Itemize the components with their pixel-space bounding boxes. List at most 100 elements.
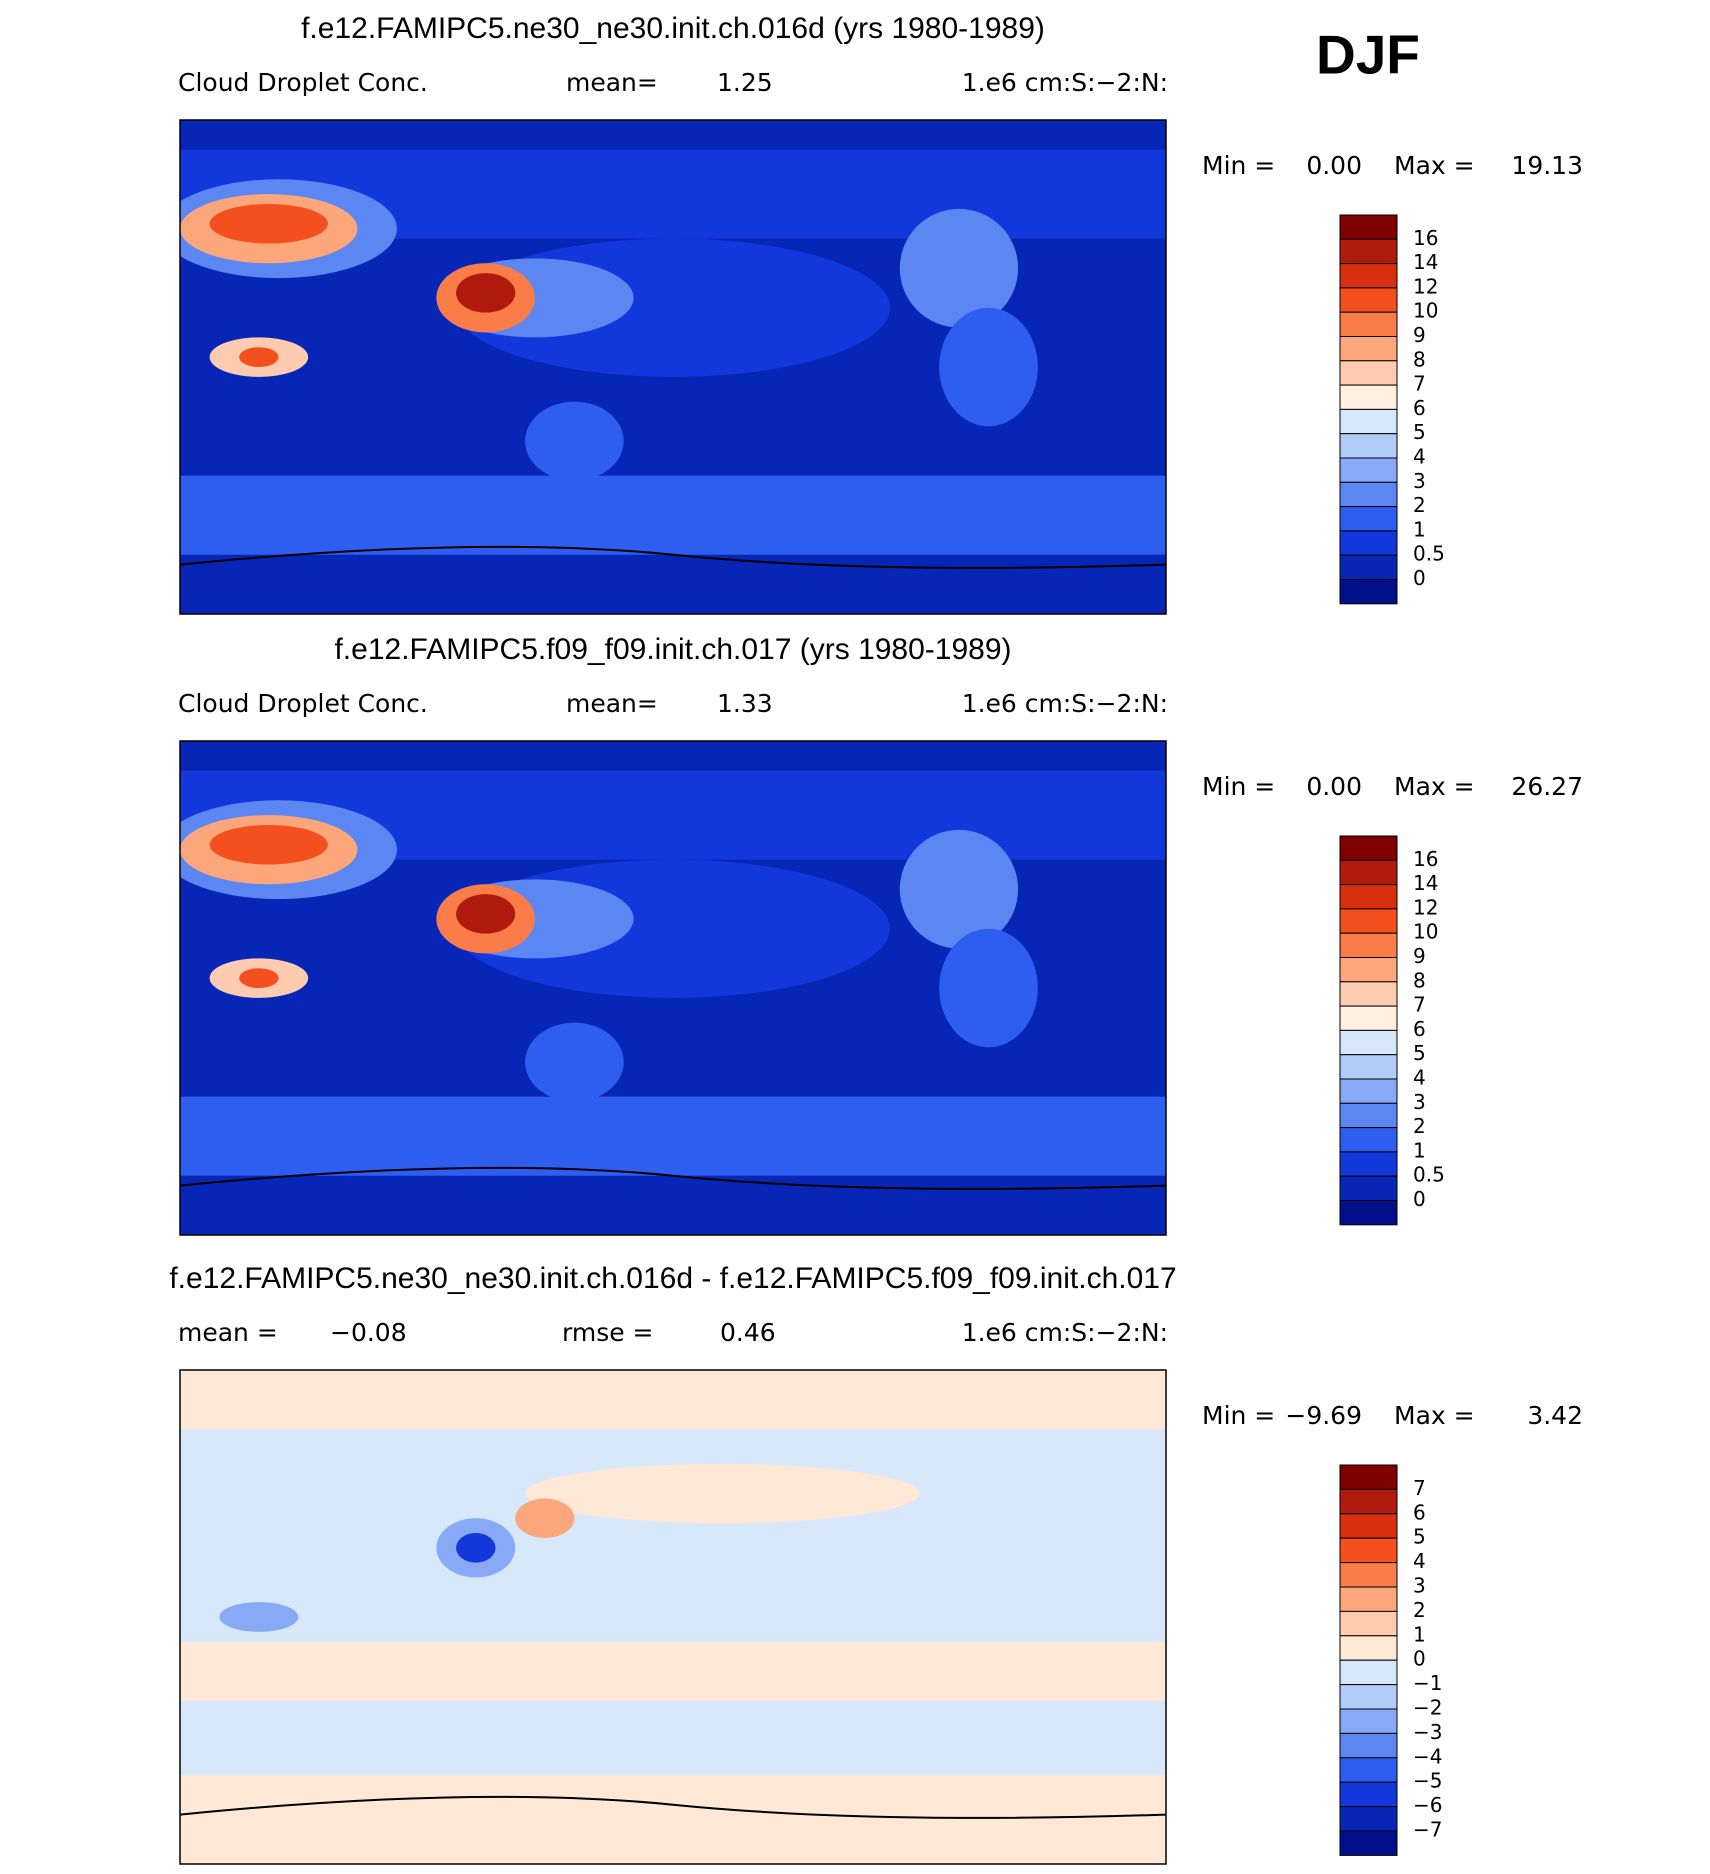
colorbar-box <box>1339 336 1398 362</box>
colorbar-box <box>1339 1029 1398 1056</box>
panel-subtitle: −0.08 <box>330 1318 407 1347</box>
colorbar-label: −3 <box>1413 1720 1442 1744</box>
colorbar-label: 5 <box>1413 1041 1426 1065</box>
colorbar-box <box>1339 1464 1398 1490</box>
field-patch <box>239 968 279 988</box>
panel-title: f.e12.FAMIPC5.ne30_ne30.init.ch.016d - f… <box>169 1262 1176 1295</box>
min-max: 0.00 <box>1306 151 1362 180</box>
min-max: 3.42 <box>1527 1401 1583 1430</box>
min-max: Min = <box>1202 1401 1275 1430</box>
panel-subtitle: Cloud Droplet Conc. <box>178 68 428 97</box>
colorbar-label: 10 <box>1413 299 1438 323</box>
colorbar-label: 7 <box>1413 1476 1426 1500</box>
map <box>180 741 1166 1235</box>
field-patch <box>525 401 624 481</box>
field-patch <box>456 1533 496 1563</box>
colorbar-label: 6 <box>1413 1017 1426 1041</box>
colorbar-label: 6 <box>1413 1500 1426 1524</box>
colorbar-label: 4 <box>1413 1066 1426 1090</box>
panel-subtitle: Cloud Droplet Conc. <box>178 689 428 718</box>
min-max: Max = <box>1394 1401 1475 1430</box>
field-patch <box>525 1022 624 1102</box>
colorbar-box <box>1339 981 1398 1007</box>
colorbar-box <box>1339 530 1398 556</box>
colorbar-box <box>1339 287 1398 313</box>
map <box>180 1370 1166 1864</box>
panel-subtitle: mean= <box>566 689 658 718</box>
panel-subtitle: 1.e6 cm:S:−2:N: <box>962 689 1168 718</box>
colorbar-box <box>1339 1102 1398 1129</box>
field-patch <box>515 1498 575 1538</box>
min-max: Min = <box>1202 772 1275 801</box>
field-band <box>180 1096 1166 1176</box>
colorbar-box <box>1339 1781 1398 1808</box>
colorbar-box <box>1339 408 1398 435</box>
map-frame <box>179 1369 1167 1865</box>
colorbar-box <box>1339 1684 1398 1710</box>
colorbar-box <box>1339 908 1398 934</box>
colorbar-box <box>1339 957 1398 983</box>
colorbar-box <box>1339 554 1398 581</box>
colorbar-label: 8 <box>1413 347 1426 371</box>
colorbar-box <box>1339 457 1398 483</box>
colorbar-box <box>1339 433 1398 459</box>
colorbar-label: 7 <box>1413 993 1426 1017</box>
min-max: 26.27 <box>1511 772 1583 801</box>
season-label: DJF <box>1316 24 1420 86</box>
colorbar-label: −4 <box>1413 1744 1442 1768</box>
colorbar-label: 0.5 <box>1413 1163 1445 1187</box>
field-patch <box>939 307 1038 427</box>
colorbar-box <box>1339 384 1398 410</box>
field-patch <box>209 203 328 244</box>
panel-title: f.e12.FAMIPC5.ne30_ne30.init.ch.016d (yr… <box>301 12 1045 45</box>
colorbar-box <box>1339 1127 1398 1153</box>
min-max: 19.13 <box>1511 151 1583 180</box>
panel-subtitle: rmse = <box>562 1318 654 1347</box>
colorbar-label: −5 <box>1413 1769 1442 1793</box>
panel-subtitle: 1.33 <box>717 689 773 718</box>
field-patch <box>456 894 516 934</box>
colorbar-label: 3 <box>1413 469 1426 493</box>
colorbar-label: 4 <box>1413 445 1426 469</box>
panel-subtitle: mean = <box>178 1318 278 1347</box>
colorbar-label: 2 <box>1413 1114 1426 1138</box>
colorbar-box <box>1339 1513 1398 1539</box>
colorbar-label: −7 <box>1413 1818 1442 1842</box>
colorbar-label: 16 <box>1413 847 1438 871</box>
min-max: Max = <box>1394 151 1475 180</box>
panel-subtitle: 1.25 <box>717 68 773 97</box>
map <box>180 120 1166 614</box>
colorbar-box <box>1339 506 1398 532</box>
colorbar-box <box>1339 238 1398 265</box>
colorbar-label: 8 <box>1413 968 1426 992</box>
colorbar-label: 0.5 <box>1413 542 1445 566</box>
field-patch <box>209 824 328 865</box>
field-band <box>180 1775 1166 1864</box>
colorbar-label: −2 <box>1413 1696 1442 1720</box>
colorbar-label: 1 <box>1413 517 1426 541</box>
colorbar-label: 14 <box>1413 250 1438 274</box>
colorbar-box <box>1339 1830 1398 1856</box>
colorbar-box <box>1339 1200 1398 1226</box>
colorbar-label: 2 <box>1413 1598 1426 1622</box>
colorbar-label: 6 <box>1413 396 1426 420</box>
panel-title: f.e12.FAMIPC5.f09_f09.init.ch.017 (yrs 1… <box>334 633 1011 666</box>
panel-subtitle: 1.e6 cm:S:−2:N: <box>962 1318 1168 1347</box>
colorbar-label: 0 <box>1413 566 1426 590</box>
field-band <box>180 475 1166 555</box>
field-band <box>180 1370 1166 1430</box>
field-patch <box>939 928 1038 1048</box>
min-max: −9.69 <box>1285 1401 1362 1430</box>
colorbar-label: 1 <box>1413 1622 1426 1646</box>
colorbar-box <box>1339 1732 1398 1759</box>
colorbar-box <box>1339 1054 1398 1080</box>
colorbar-label: 10 <box>1413 920 1438 944</box>
colorbar-box <box>1339 1586 1398 1612</box>
colorbar-box <box>1339 884 1398 910</box>
colorbar-box <box>1339 1757 1398 1783</box>
colorbar-box <box>1339 1562 1398 1588</box>
colorbar-label: 9 <box>1413 323 1426 347</box>
colorbar-box <box>1339 1635 1398 1661</box>
colorbar-label: 7 <box>1413 372 1426 396</box>
colorbar-box <box>1339 1610 1398 1637</box>
